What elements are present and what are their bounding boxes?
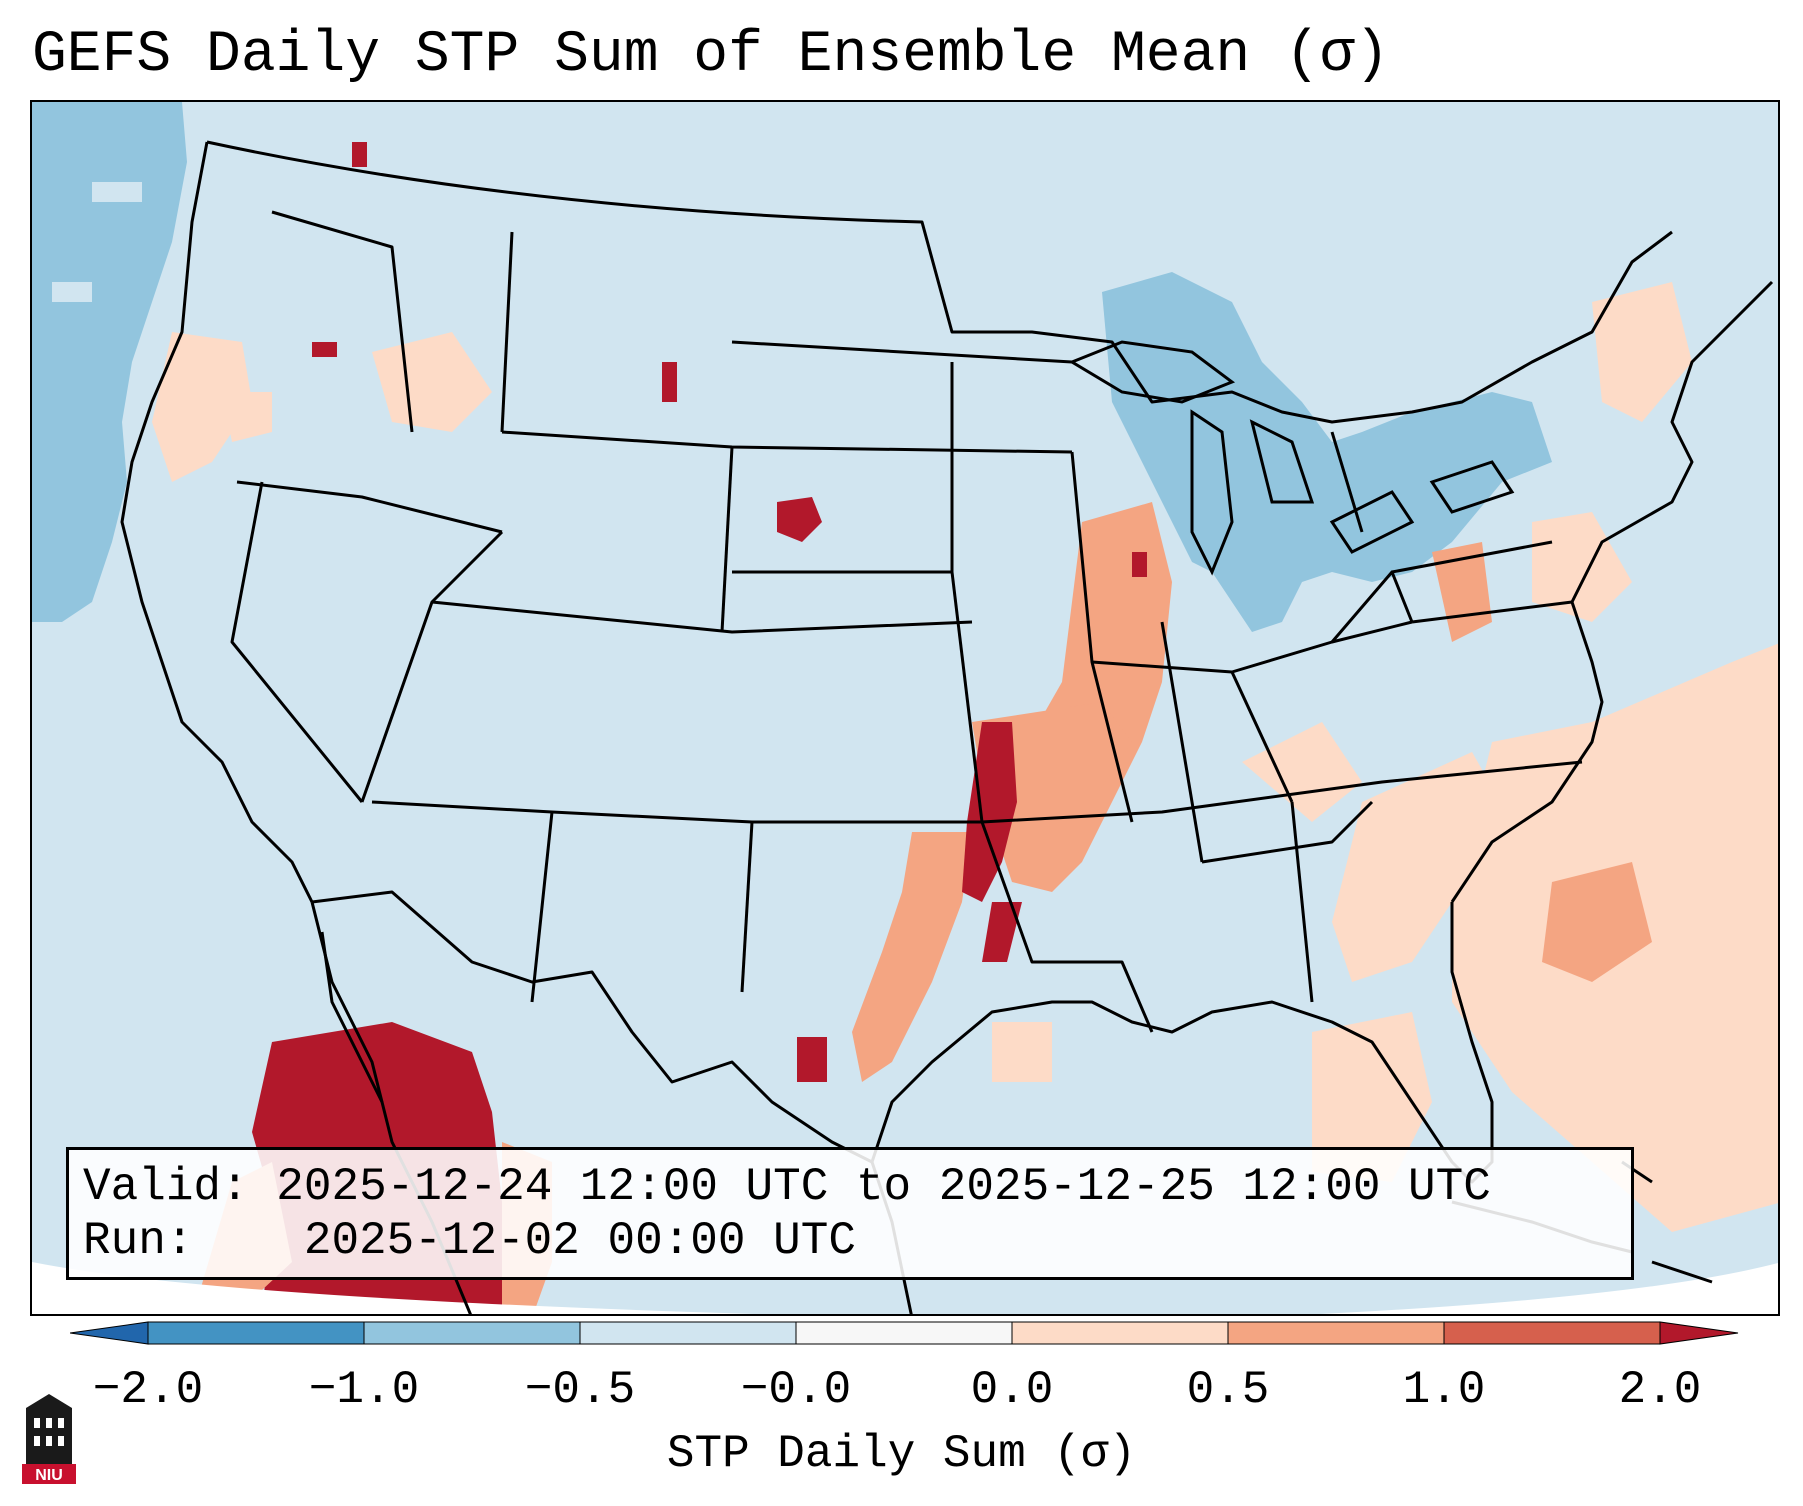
colorbar-bin — [147, 1321, 365, 1345]
colorbar-label: STP Daily Sum (σ) — [666, 1428, 1137, 1480]
projection-edge-left — [32, 1262, 755, 1314]
run-label: Run: — [83, 1215, 194, 1267]
map-canvas — [32, 102, 1778, 1314]
colorbar-bin — [795, 1321, 1013, 1345]
colorbar-bins — [147, 1321, 1661, 1345]
positive-anomaly-southeast — [1242, 722, 1512, 982]
colorbar-tick-label: 2.0 — [1618, 1364, 1702, 1416]
projection-edge-right — [1320, 1263, 1778, 1314]
colorbar-bin — [579, 1321, 797, 1345]
map-panel — [30, 100, 1780, 1316]
valid-label: Valid: — [83, 1161, 249, 1213]
colorbar-under-arrow — [70, 1321, 149, 1345]
niu-logo: NIU — [22, 1394, 76, 1484]
colorbar-tick-label: −2.0 — [92, 1364, 204, 1416]
map-title: GEFS Daily STP Sum of Ensemble Mean (σ) — [32, 23, 1390, 88]
valid-value: 2025-12-24 12:00 UTC to 2025-12-25 12:00… — [276, 1161, 1491, 1213]
colorbar-tick-label: 1.0 — [1402, 1364, 1486, 1416]
colorbar-over-arrow — [1659, 1321, 1739, 1345]
valid-run-info-box: Valid: 2025-12-24 12:00 UTC to 2025-12-2… — [66, 1147, 1634, 1280]
colorbar-bin — [1011, 1321, 1229, 1345]
colorbar-tick-label: −1.0 — [308, 1364, 420, 1416]
positive-anomaly-west — [152, 332, 492, 482]
negative-anomaly-great-lakes — [1102, 272, 1552, 632]
colorbar-tick-label: 0.0 — [970, 1364, 1054, 1416]
colorbar-tick-label: −0.5 — [524, 1364, 636, 1416]
negative-anomaly-pacific — [32, 102, 187, 622]
colorbar-bin — [363, 1321, 581, 1345]
colorbar-bin — [1443, 1321, 1661, 1345]
niu-logo-text: NIU — [35, 1467, 63, 1484]
great-lakes — [1068, 340, 1515, 576]
colorbar-tick-label: −0.0 — [740, 1364, 852, 1416]
colorbar-tick-label: 0.5 — [1186, 1364, 1270, 1416]
run-value: 2025-12-02 00:00 UTC — [303, 1215, 856, 1267]
colorbar-bin — [1227, 1321, 1445, 1345]
valid-line: Valid: 2025-12-24 12:00 UTC to 2025-12-2… — [83, 1160, 1617, 1214]
run-line: Run: 2025-12-02 00:00 UTC — [83, 1214, 1617, 1268]
colorbar — [70, 1321, 1739, 1345]
